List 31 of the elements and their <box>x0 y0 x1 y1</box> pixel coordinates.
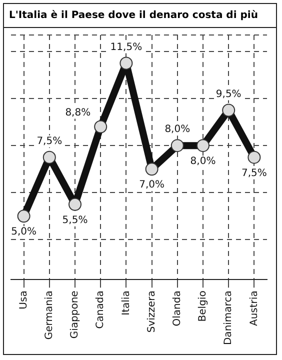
point <box>248 150 261 164</box>
data-label: 8,0% <box>190 156 216 168</box>
point <box>120 56 133 70</box>
point <box>170 139 184 152</box>
x-tick-label: Usa <box>18 290 30 310</box>
point <box>94 120 108 134</box>
chart-title: L'Italia è il Paese dove il denaro costa di più <box>4 4 276 28</box>
x-tick-label: Belgio <box>198 290 209 322</box>
data-label: 8,0% <box>164 124 190 136</box>
data-label: 7,5% <box>241 168 267 179</box>
x-tick-label: Italia <box>120 290 132 316</box>
point <box>222 104 236 117</box>
data-label: 5,5% <box>62 214 88 226</box>
data-label: 8,8% <box>65 107 91 118</box>
point <box>17 210 30 223</box>
point <box>196 139 210 152</box>
x-tick-label: Giappone <box>70 290 81 339</box>
data-label: 9,5% <box>216 88 242 100</box>
x-tick-label: Svizzera <box>146 290 158 333</box>
x-tick-label: Danimarca <box>223 290 234 346</box>
data-label: 7,0% <box>139 180 165 191</box>
x-tick-label: Austria <box>248 290 260 326</box>
x-tick-label: Canada <box>95 290 106 329</box>
data-label: 11,5% <box>110 42 142 53</box>
point <box>145 162 158 176</box>
point <box>68 198 82 211</box>
point <box>42 150 56 164</box>
x-tick-label: Germania <box>44 290 55 340</box>
data-label: 7,5% <box>36 136 62 147</box>
data-label: 5,0% <box>11 226 37 238</box>
x-tick-label: Olanda <box>172 290 183 326</box>
